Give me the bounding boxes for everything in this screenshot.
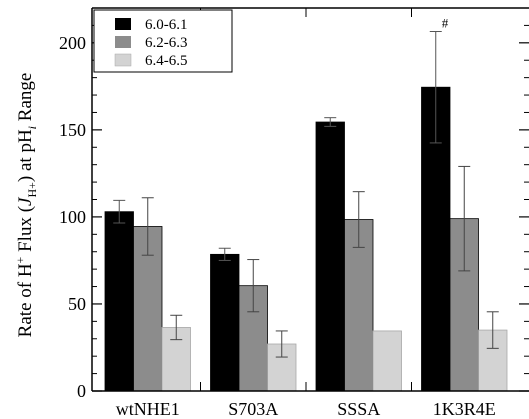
x-tick-label-S703A: S703A: [228, 399, 278, 419]
legend-swatch-6.2-6.3: [115, 36, 131, 48]
y-tick-label: 0: [77, 381, 86, 401]
x-tick-label-wtNHE1: wtNHE1: [116, 399, 180, 419]
y-tick-label: 150: [59, 120, 86, 140]
bar-S703A-6.0-6.1: [210, 253, 240, 392]
y-axis-label-italic: J: [15, 196, 36, 206]
legend: 6.0-6.1 6.2-6.3 6.4-6.5: [93, 9, 233, 73]
legend-swatch-6.4-6.5: [114, 53, 132, 67]
legend-swatch-6.0-6.1: [115, 18, 131, 30]
bar-SSSA-6.0-6.1: [315, 121, 345, 392]
y-axis-label-suffix: ) at pH: [15, 129, 36, 182]
y-axis-label-suffix-sub: i: [25, 126, 39, 129]
bar-SSSA-6.4-6.5: [372, 330, 402, 392]
bars-layer: [104, 31, 508, 392]
bar-wtNHE1-6.0-6.1: [104, 211, 134, 392]
y-tick-label: 100: [59, 207, 86, 227]
y-axis-label-end: Range: [15, 73, 36, 126]
y-axis-label: Rate of H+ Flux (JH+) at pHi Range: [13, 73, 39, 338]
y-axis-label-prefix: Rate of H: [15, 263, 36, 337]
x-tick-label-SSSA: SSSA: [337, 399, 380, 419]
y-axis-label-prefix-sup: +: [13, 256, 27, 263]
y-axis-label-sub: H+: [25, 182, 39, 198]
y-axis-label-middle: Flux (: [15, 206, 36, 257]
legend-label-6.4-6.5: 6.4-6.5: [145, 53, 188, 69]
annotation-mark: #: [442, 16, 449, 31]
y-tick-label: 200: [59, 33, 86, 53]
bar-SSSA-6.2-6.3: [344, 219, 374, 392]
legend-label-6.2-6.3: 6.2-6.3: [145, 35, 188, 51]
y-tick-label: 50: [68, 294, 86, 314]
x-tick-label-1K3R4E: 1K3R4E: [433, 399, 496, 419]
ticks-layer: wtNHE1 S703A SSSA 1K3R4E 0 50 100 150 200 #: [59, 16, 529, 419]
legend-label-6.0-6.1: 6.0-6.1: [145, 17, 188, 33]
